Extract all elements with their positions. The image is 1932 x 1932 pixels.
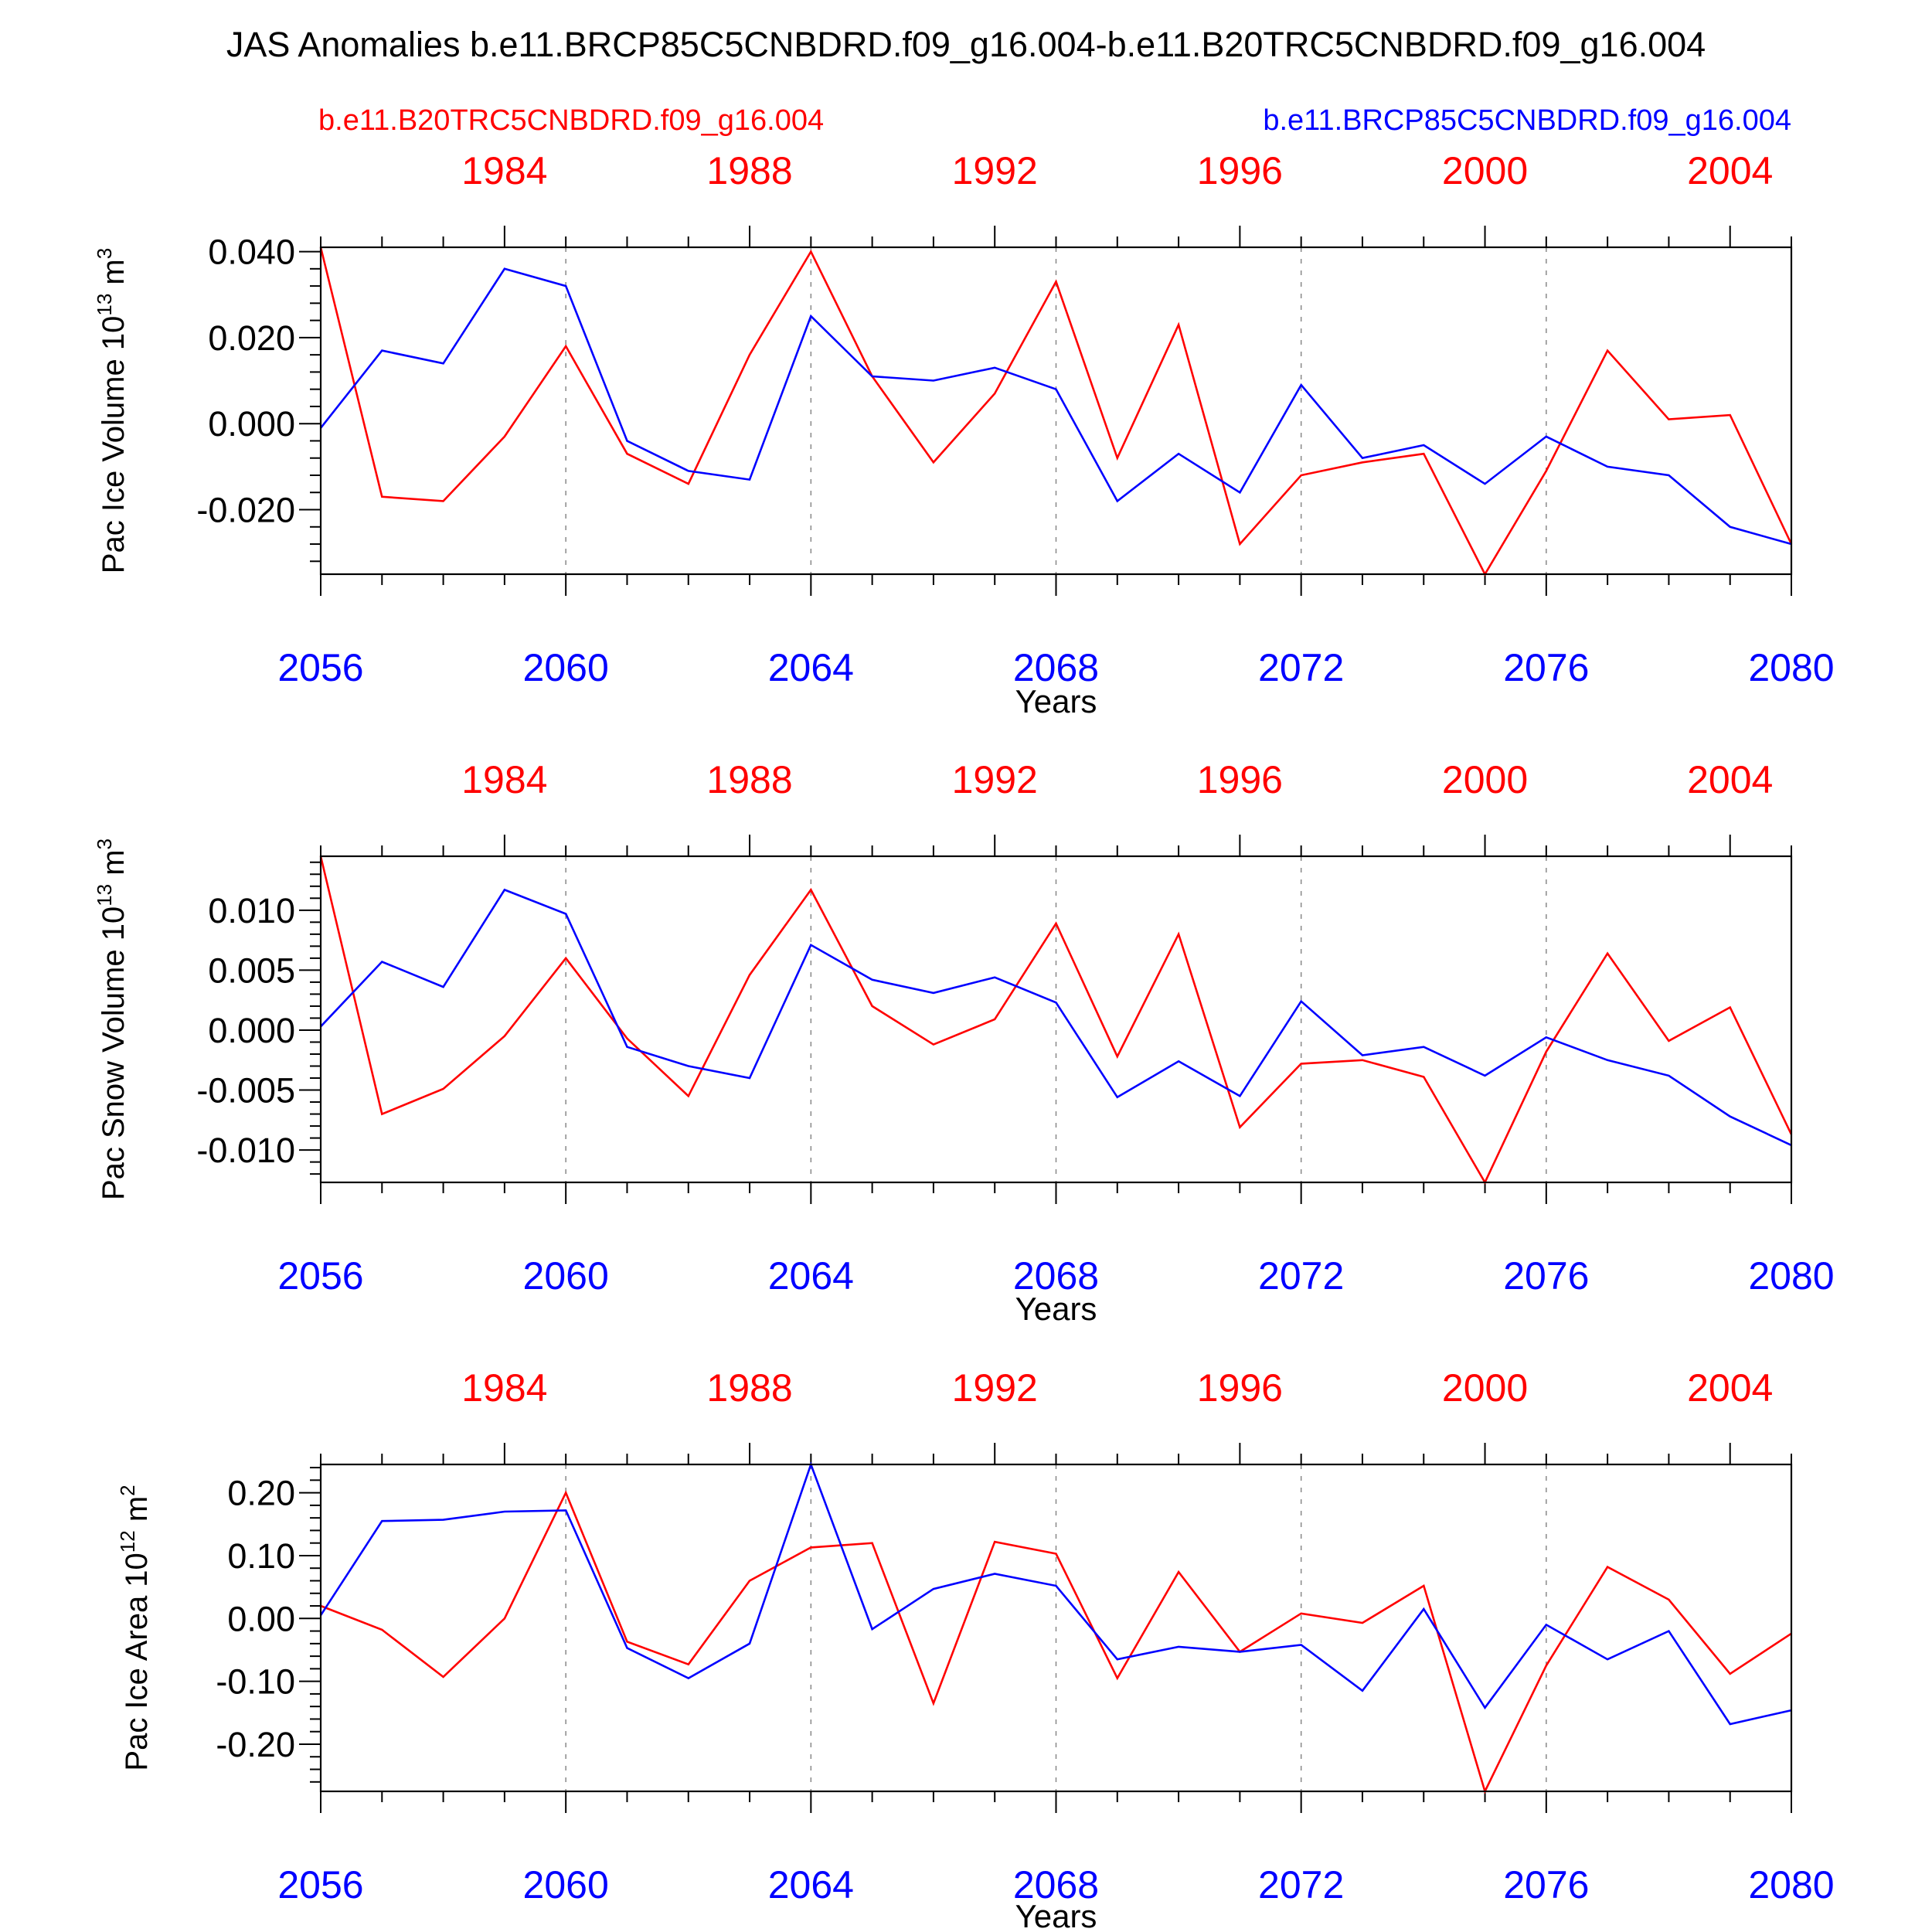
series-line-blue [319, 1461, 1792, 1726]
legend-red-label: b.e11.B20TRC5CNBDRD.f09_g16.004 [318, 104, 824, 137]
x-tick-label-bottom: 2056 [277, 1254, 363, 1298]
x-tick-label-top: 1992 [952, 149, 1038, 192]
y-axis-title-part: Pac Snow Volume 10 [97, 906, 131, 1200]
panels: -0.020 0.000 0.020 0.040 2056 2060 2064 2068 207… [93, 149, 1835, 1932]
x-axis-title: Years [1015, 1291, 1097, 1327]
y-axis-title-part: 2 [116, 1485, 139, 1495]
x-tick-label-bottom: 2080 [1748, 1863, 1834, 1906]
x-axis-title: Years [1015, 1898, 1097, 1932]
x-tick-label-bottom: 2060 [523, 1254, 609, 1298]
y-tick-label: 0.005 [208, 951, 295, 990]
x-tick-label-top: 2000 [1442, 758, 1528, 801]
x-tick-label-top: 1996 [1197, 1366, 1283, 1410]
x-tick-label-bottom: 2076 [1503, 1254, 1589, 1298]
y-tick-label: 0.000 [208, 404, 295, 444]
y-axis-title: Pac Snow Volume 1013 m3 [93, 838, 131, 1200]
x-tick-label-top: 2004 [1687, 149, 1773, 192]
x-tick-label-bottom: 2060 [523, 646, 609, 689]
series-line-red [320, 1490, 1792, 1794]
y-tick-label: 0.20 [227, 1474, 295, 1513]
y-axis-title-part: 3 [93, 838, 116, 849]
x-axis-title: Years [1015, 683, 1097, 719]
x-tick-label-top: 1988 [706, 149, 792, 192]
chart-panel-snow-volume: -0.010 -0.005 0.000 0.005 0.010 2056 2060 2064 2… [93, 758, 1835, 1327]
x-tick-label-bottom: 2064 [768, 1863, 854, 1906]
y-tick-label: -0.010 [196, 1131, 295, 1170]
x-tick-label-top: 1984 [461, 149, 547, 192]
x-tick-label-bottom: 2080 [1748, 1254, 1834, 1298]
x-tick-label-bottom: 2076 [1503, 1863, 1589, 1906]
x-tick-label-top: 1992 [952, 758, 1038, 801]
series-line-blue [319, 267, 1792, 546]
plot-frame [319, 855, 1793, 1184]
chart-title: JAS Anomalies b.e11.BRCP85C5CNBDRD.f09_g… [226, 25, 1706, 64]
x-tick-label-top: 1996 [1197, 149, 1283, 192]
y-axis-title-part: m [97, 849, 131, 883]
y-tick-label: 0.10 [227, 1536, 295, 1576]
x-tick-label-bottom: 2068 [1013, 646, 1099, 689]
y-axis-title-part: Pac Ice Volume 10 [97, 316, 131, 574]
x-tick-label-bottom: 2060 [523, 1863, 609, 1906]
x-tick-label-bottom: 2068 [1013, 1254, 1099, 1298]
x-tick-label-bottom: 2072 [1258, 1863, 1344, 1906]
y-axis-title-part: m [120, 1496, 154, 1530]
x-tick-label-top: 1988 [706, 1366, 792, 1410]
x-tick-label-bottom: 2064 [768, 646, 854, 689]
x-tick-label-bottom: 2056 [277, 1863, 363, 1906]
x-tick-label-top: 1992 [952, 1366, 1038, 1410]
series-line-red [319, 855, 1793, 1185]
x-tick-label-top: 2000 [1442, 149, 1528, 192]
x-tick-label-top: 1988 [706, 758, 792, 801]
x-tick-label-top: 1984 [461, 1366, 547, 1410]
x-tick-label-bottom: 2056 [277, 646, 363, 689]
series-line-red [319, 247, 1793, 577]
y-tick-label: -0.20 [216, 1725, 295, 1764]
series-line-blue [320, 888, 1792, 1147]
x-tick-label-top: 2000 [1442, 1366, 1528, 1410]
x-tick-label-top: 1984 [461, 758, 547, 801]
x-tick-label-top: 2004 [1687, 758, 1773, 801]
chart-panel-ice-area: -0.20 -0.10 0.00 0.10 0.20 2056 2060 2064 2068 20… [116, 1366, 1835, 1932]
chart-panel-ice-volume: -0.020 0.000 0.020 0.040 2056 2060 2064 2068 207… [93, 149, 1835, 719]
plot-frame [319, 1463, 1793, 1793]
y-tick-label: -0.020 [196, 491, 295, 530]
y-tick-label: -0.005 [196, 1071, 295, 1111]
y-axis-title-part: m [97, 259, 131, 293]
y-axis-title-part: Pac Ice Area 10 [120, 1553, 154, 1770]
y-axis-title-part: 13 [93, 294, 116, 316]
x-tick-label-bottom: 2072 [1258, 646, 1344, 689]
y-axis-title: Pac Ice Area 1012 m2 [116, 1485, 154, 1770]
y-tick-label: 0.00 [227, 1599, 295, 1638]
x-tick-label-top: 1996 [1197, 758, 1283, 801]
legend-blue-label: b.e11.BRCP85C5CNBDRD.f09_g16.004 [1263, 104, 1791, 137]
y-tick-label: 0.000 [208, 1011, 295, 1050]
y-tick-label: 0.040 [208, 233, 295, 272]
x-tick-label-top: 2004 [1687, 1366, 1773, 1410]
y-tick-label: -0.10 [216, 1662, 295, 1702]
x-tick-label-bottom: 2068 [1013, 1863, 1099, 1906]
x-tick-label-bottom: 2080 [1748, 646, 1834, 689]
y-axis-title-part: 13 [93, 884, 116, 906]
y-axis-title-part: 3 [93, 248, 116, 259]
x-tick-label-bottom: 2076 [1503, 646, 1589, 689]
x-tick-label-bottom: 2064 [768, 1254, 854, 1298]
y-axis-title-part: 12 [116, 1530, 139, 1553]
x-tick-label-bottom: 2072 [1258, 1254, 1344, 1298]
plot-frame [319, 246, 1793, 576]
y-axis-title: Pac Ice Volume 1013 m3 [93, 248, 131, 573]
y-tick-label: 0.010 [208, 891, 295, 930]
y-tick-label: 0.020 [208, 318, 295, 358]
